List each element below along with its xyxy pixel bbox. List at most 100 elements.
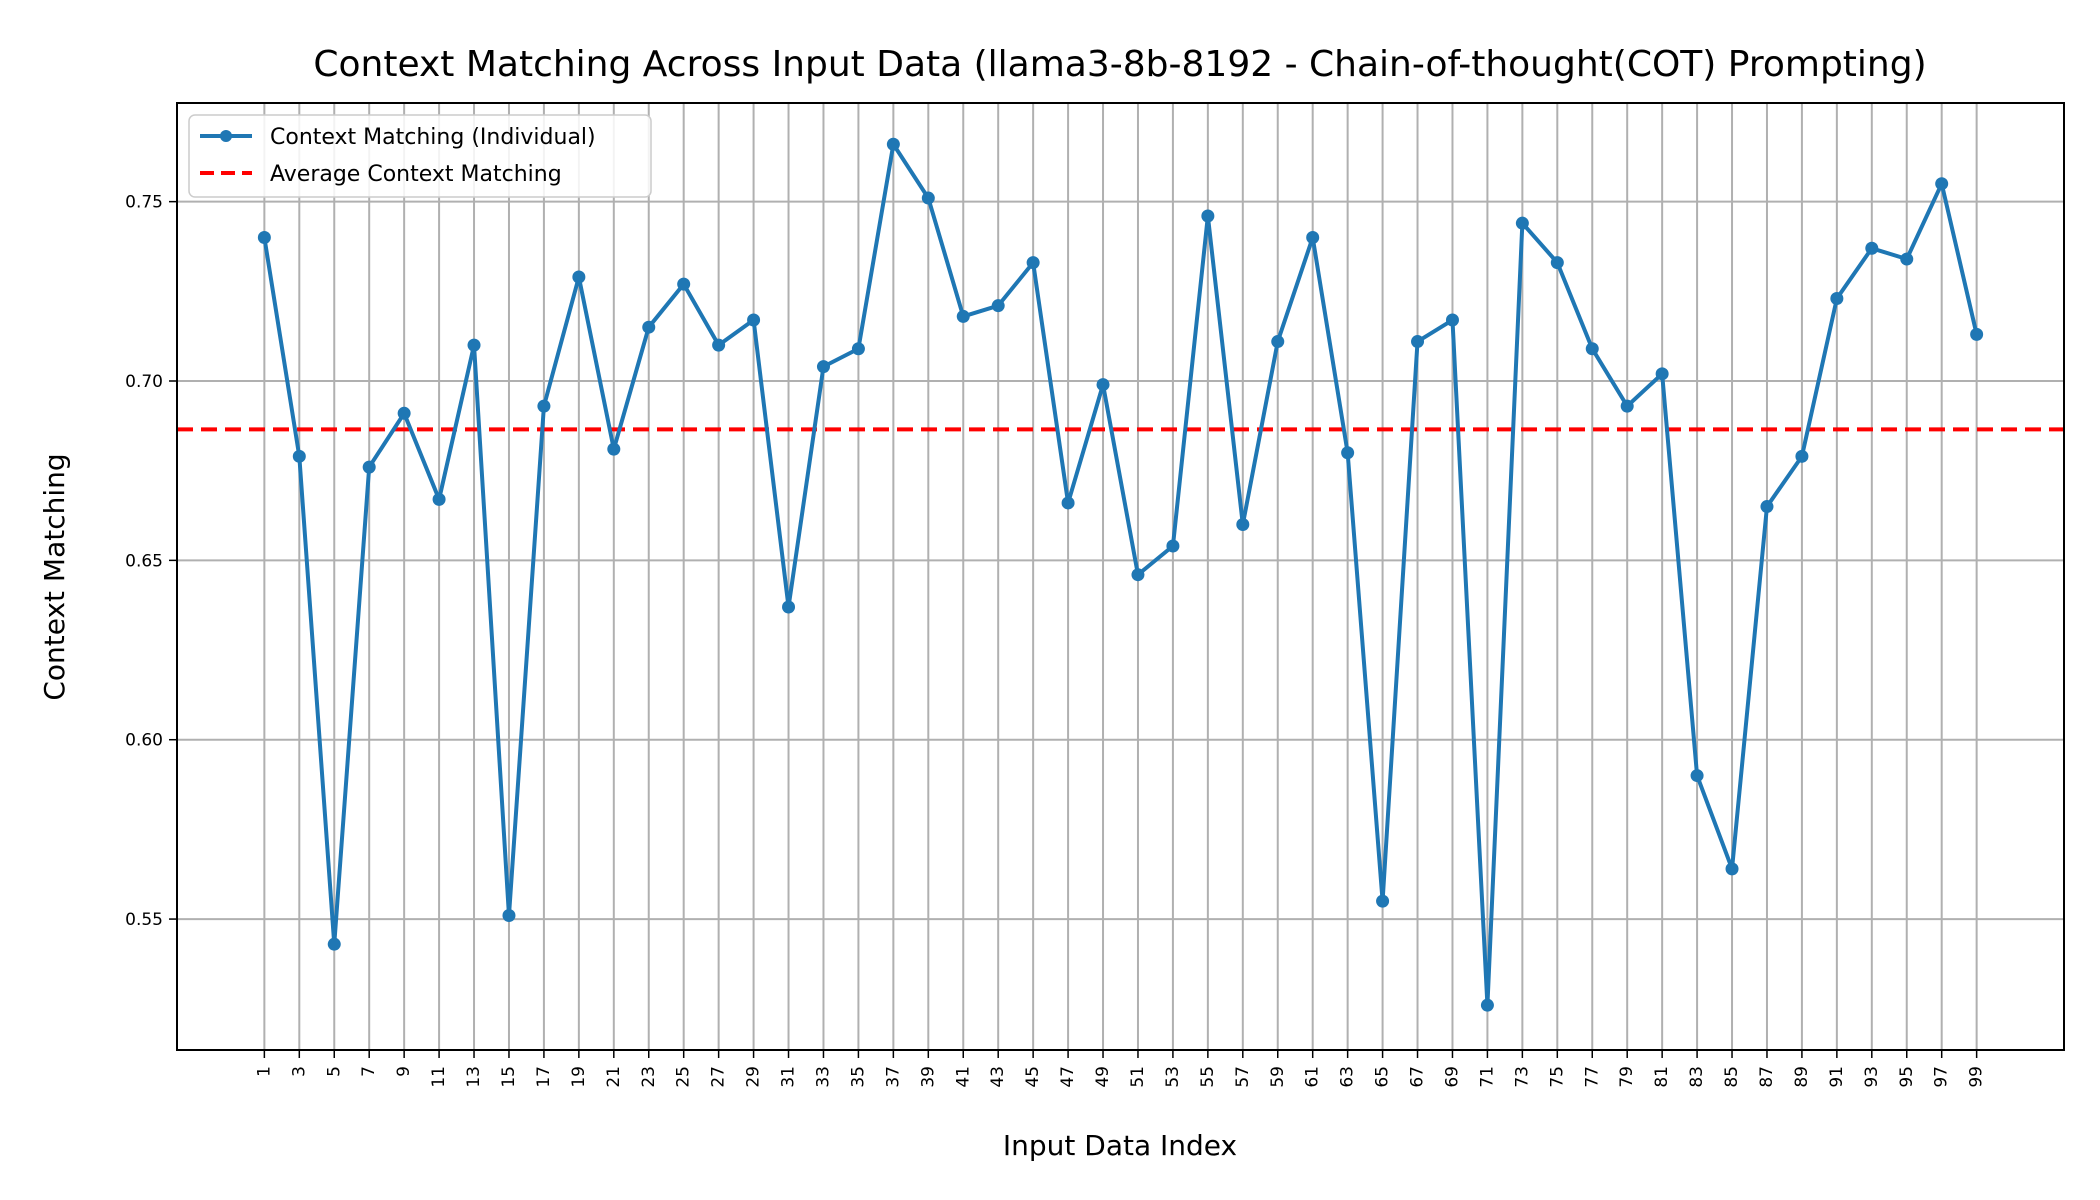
data-point bbox=[712, 338, 726, 352]
x-tick-label: 15 bbox=[499, 1066, 519, 1088]
data-point bbox=[956, 309, 970, 323]
x-tick-label: 69 bbox=[1442, 1066, 1462, 1088]
data-point bbox=[1480, 998, 1494, 1012]
y-tick-label: 0.65 bbox=[125, 551, 163, 571]
x-tick-label: 51 bbox=[1128, 1066, 1148, 1088]
series-layer bbox=[257, 137, 1984, 1012]
legend-label-individual: Context Matching (Individual) bbox=[270, 125, 596, 150]
data-point bbox=[1865, 241, 1879, 255]
data-point bbox=[1201, 209, 1215, 223]
y-tick-label: 0.55 bbox=[125, 910, 163, 930]
legend: Context Matching (Individual) Average Co… bbox=[188, 114, 652, 198]
data-point bbox=[432, 492, 446, 506]
data-point bbox=[1725, 862, 1739, 876]
x-tick-label: 39 bbox=[918, 1066, 938, 1088]
x-tick-label: 13 bbox=[464, 1066, 484, 1088]
x-tick-label: 85 bbox=[1722, 1066, 1742, 1088]
x-tick-label: 61 bbox=[1303, 1066, 1323, 1088]
data-point bbox=[467, 338, 481, 352]
x-tick-label: 3 bbox=[289, 1066, 309, 1077]
data-point bbox=[1515, 216, 1529, 230]
data-point bbox=[991, 299, 1005, 313]
x-axis-ticks: 1 3 5 7 9 11 13 15 17 19 21 23 25 27 29 31 33 35 37 39 41 43 4… bbox=[254, 1050, 1987, 1088]
x-tick-label: 89 bbox=[1792, 1066, 1812, 1088]
x-tick-label: 35 bbox=[848, 1066, 868, 1088]
x-tick-label: 1 bbox=[254, 1066, 274, 1077]
x-tick-label: 81 bbox=[1652, 1066, 1672, 1088]
x-tick-label: 91 bbox=[1827, 1066, 1847, 1088]
x-tick-label: 33 bbox=[813, 1066, 833, 1088]
x-tick-label: 63 bbox=[1338, 1066, 1358, 1088]
x-tick-label: 23 bbox=[639, 1066, 659, 1088]
x-tick-label: 99 bbox=[1967, 1066, 1987, 1088]
data-point bbox=[1166, 539, 1180, 553]
x-tick-label: 17 bbox=[534, 1066, 554, 1088]
x-axis-label: Input Data Index bbox=[1003, 1129, 1237, 1162]
x-tick-label: 97 bbox=[1932, 1066, 1952, 1088]
x-tick-label: 67 bbox=[1408, 1066, 1428, 1088]
data-point bbox=[572, 270, 586, 284]
data-point bbox=[1096, 378, 1110, 392]
data-point bbox=[1900, 252, 1914, 266]
y-tick-label: 0.60 bbox=[125, 731, 163, 751]
x-tick-label: 79 bbox=[1617, 1066, 1637, 1088]
legend-box bbox=[188, 114, 652, 198]
x-tick-label: 65 bbox=[1373, 1066, 1393, 1088]
x-tick-label: 31 bbox=[779, 1066, 799, 1088]
x-tick-label: 45 bbox=[1023, 1066, 1043, 1088]
y-axis-label: Context Matching bbox=[38, 453, 71, 700]
data-point bbox=[1306, 231, 1320, 245]
x-tick-label: 75 bbox=[1547, 1066, 1567, 1088]
data-point bbox=[1585, 342, 1599, 356]
x-tick-label: 83 bbox=[1687, 1066, 1707, 1088]
data-point bbox=[1445, 313, 1459, 327]
y-tick-label: 0.70 bbox=[125, 372, 163, 392]
x-tick-label: 87 bbox=[1757, 1066, 1777, 1088]
x-tick-label: 7 bbox=[359, 1066, 379, 1077]
data-point bbox=[502, 908, 516, 922]
data-point bbox=[1271, 335, 1285, 349]
x-tick-label: 95 bbox=[1897, 1066, 1917, 1088]
x-tick-label: 37 bbox=[883, 1066, 903, 1088]
data-point bbox=[292, 449, 306, 463]
x-tick-label: 77 bbox=[1582, 1066, 1602, 1088]
data-point bbox=[642, 320, 656, 334]
data-point bbox=[1376, 894, 1390, 908]
x-tick-label: 73 bbox=[1512, 1066, 1532, 1088]
data-point bbox=[397, 406, 411, 420]
data-point bbox=[782, 600, 796, 614]
x-tick-label: 49 bbox=[1093, 1066, 1113, 1088]
x-tick-label: 59 bbox=[1268, 1066, 1288, 1088]
data-point bbox=[1760, 500, 1774, 514]
data-point bbox=[257, 231, 271, 245]
data-point bbox=[851, 342, 865, 356]
legend-marker-individual bbox=[220, 130, 232, 142]
data-point bbox=[1795, 449, 1809, 463]
data-point bbox=[537, 399, 551, 413]
chart-title: Context Matching Across Input Data (llam… bbox=[313, 44, 1926, 85]
data-point bbox=[1620, 399, 1634, 413]
x-tick-label: 27 bbox=[709, 1066, 729, 1088]
data-point bbox=[1550, 256, 1564, 270]
x-tick-label: 57 bbox=[1233, 1066, 1253, 1088]
data-point bbox=[1131, 568, 1145, 582]
data-point bbox=[816, 360, 830, 374]
x-tick-label: 43 bbox=[988, 1066, 1008, 1088]
data-point bbox=[1411, 335, 1425, 349]
data-point bbox=[1236, 517, 1250, 531]
gridlines bbox=[177, 103, 2064, 1050]
x-tick-label: 29 bbox=[744, 1066, 764, 1088]
x-tick-label: 55 bbox=[1198, 1066, 1218, 1088]
data-point bbox=[327, 937, 341, 951]
data-point bbox=[1935, 177, 1949, 191]
x-tick-label: 25 bbox=[674, 1066, 694, 1088]
plot-area-frame bbox=[176, 102, 2065, 1051]
x-tick-label: 5 bbox=[324, 1066, 344, 1077]
data-point bbox=[1690, 769, 1704, 783]
data-point bbox=[677, 277, 691, 291]
y-axis-ticks: 0.55 0.60 0.65 0.70 0.75 bbox=[125, 193, 177, 930]
x-tick-label: 9 bbox=[394, 1066, 414, 1077]
x-tick-label: 53 bbox=[1163, 1066, 1183, 1088]
